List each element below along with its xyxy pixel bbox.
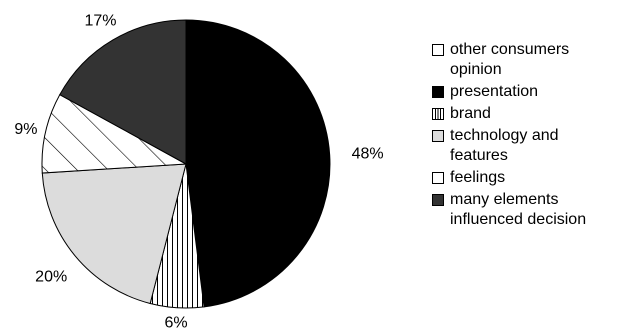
legend-item: presentation [430, 82, 619, 102]
data-label-technology-and-features: 20% [35, 269, 67, 286]
data-label-many-elements-influenced-decision: 17% [84, 12, 116, 29]
legend-swatch [432, 172, 444, 184]
legend-label-line: opinion [450, 61, 502, 78]
legend-swatch [432, 44, 444, 56]
legend-item: other consumers opinion [430, 40, 619, 80]
legend-item: many elements influenced decision [430, 190, 619, 230]
legend-label-line: brand [450, 105, 491, 122]
legend-label-line: feelings [450, 169, 506, 186]
data-label-feelings: 9% [14, 121, 37, 138]
pie-slice-many-elements-influenced-decision [59, 19, 187, 165]
data-label-brand: 6% [165, 315, 188, 332]
legend-swatch [432, 194, 444, 206]
data-label-presentation: 48% [352, 146, 384, 163]
legend-item: technology and features [430, 126, 619, 166]
legend-item: brand [430, 104, 619, 124]
legend-label-line: influenced decision [450, 211, 587, 228]
legend-swatch [432, 130, 444, 142]
pie-slice-feelings [41, 93, 188, 174]
pie-slice-technology-and-features [41, 163, 187, 305]
legend-label-line: features [450, 147, 508, 164]
pie-slice-presentation [185, 19, 331, 308]
pie-chart: 48% 6% 20% 9% 17% [14, 12, 384, 332]
legend: other consumers opinion presentation brand t… [430, 40, 619, 232]
legend-label-line: presentation [450, 83, 539, 100]
legend-item: feelings [430, 168, 619, 188]
legend-label-line: other consumers [450, 41, 570, 58]
legend-swatch [432, 86, 444, 98]
legend-label-line: technology and [450, 127, 559, 144]
legend-label-line: many elements [450, 191, 559, 208]
legend-swatch [432, 108, 444, 120]
